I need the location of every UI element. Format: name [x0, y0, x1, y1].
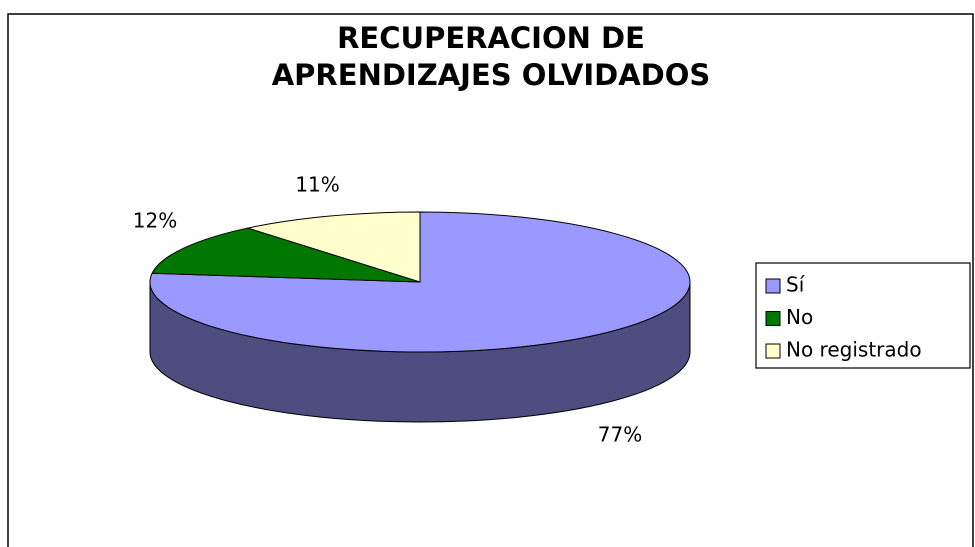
legend-swatch — [765, 343, 781, 359]
data-label: 11% — [295, 173, 339, 197]
legend-swatch — [765, 278, 781, 294]
chart-title: APRENDIZAJES OLVIDADOS — [272, 58, 711, 92]
legend-swatch — [765, 311, 781, 326]
legend-label: Sí — [786, 273, 806, 297]
legend-label: No — [786, 305, 813, 329]
pie-slice — [245, 211, 421, 283]
data-label: 12% — [133, 209, 177, 233]
chart-title: RECUPERACION DE — [337, 21, 645, 55]
legend-label: No registrado — [786, 338, 922, 362]
data-label: 77% — [598, 422, 642, 446]
pie-slice — [151, 227, 421, 283]
legend-box — [755, 262, 971, 369]
